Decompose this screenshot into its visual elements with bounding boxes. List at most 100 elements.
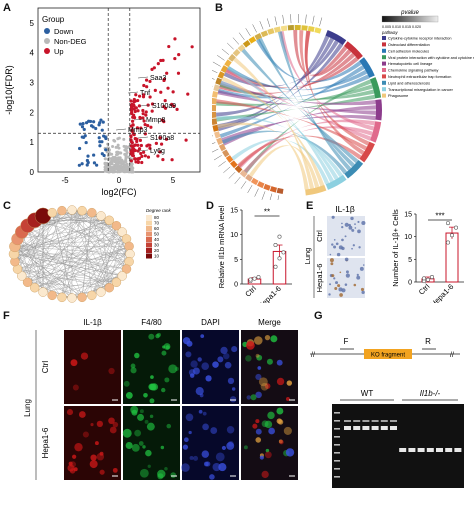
y-tick-label: 1 [30,138,35,147]
panel-d-data-point [273,264,278,269]
gene-label-mark [227,42,234,50]
point-up [129,103,133,107]
ihc-cell [331,215,335,219]
if-cell-signal [148,333,155,340]
point-non-deg [117,166,121,170]
point-non-deg [127,145,131,149]
gene-arc-segment [220,65,229,73]
network-edge [27,220,110,226]
point-non-deg [121,166,125,170]
chord-ribbon [226,66,368,91]
locus-break-left: // [311,352,315,359]
gene-arc-segment [213,84,220,92]
chord-ribbon [258,37,355,168]
gene-arc-segment [245,174,253,182]
degree-value: 70 [154,221,160,226]
pathway-arc-4 [375,99,382,121]
point-up [158,136,162,140]
chord-ribbon [216,99,368,151]
if-cell-signal [182,444,189,450]
if-cell-signal [168,364,178,374]
point-up [145,85,149,89]
gene-label-mark [212,135,213,137]
network-node [104,283,114,293]
gene-leader-line [137,136,149,139]
if-cell-signal [255,353,260,358]
pathway-legend-item: Transcriptional misregulation in cancer [388,88,454,92]
degree-rank-title: Degree rank [146,208,172,213]
panel-d-data-point [273,243,278,248]
gene-arc-segment [267,28,275,35]
point-down [85,163,89,167]
network-edge [42,215,131,255]
network-node [47,290,57,301]
gene-arc-segment [218,143,227,152]
gene-label-mark [274,16,278,26]
genotyping-gel: // // KO fragment F R WT Il1b-/- [310,337,464,488]
panel-e-data-point [426,277,431,282]
ihc-cell [348,225,353,230]
if-cell-signal [257,366,262,370]
gene-label-mark [290,14,292,24]
if-cell-signal [143,392,148,398]
point-up [133,148,137,153]
if-cell-signal [123,380,130,387]
gene-arc-segment [287,25,294,31]
ko-fragment-label: KO fragment [371,353,405,359]
network-edge [14,246,117,283]
network-node [111,277,122,287]
network-node [96,211,106,221]
network-edge [71,238,127,299]
point-non-deg [122,163,126,167]
point-up [132,100,136,104]
if-row-label: Ctrl [41,361,50,374]
point-up [131,119,135,123]
point-up [148,143,152,147]
gene-label-mark [277,195,280,200]
point-down [92,120,96,124]
panel-g: G // // KO fragment F R WT Il1b-/- [300,308,474,511]
point-up [137,104,142,108]
pathway-legend-item: Viral protein interaction with cytokine … [388,56,474,60]
gene-label: Ly6g [150,148,165,155]
ihc-cell [330,262,334,266]
gel-band [445,448,453,452]
point-up [159,90,163,94]
if-cell-signal [139,468,149,478]
degree-swatch [146,231,152,237]
if-cell-signal [202,423,209,431]
gene-label: Saa3 [150,75,166,82]
point-non-deg [110,167,114,171]
ihc-cell [331,243,334,246]
if-cell-signal [276,359,283,366]
pathway-arc-2 [359,57,375,78]
network-edge [13,220,110,255]
point-non-deg [122,160,126,164]
if-cell-signal [215,452,225,462]
if-cell-signal [145,449,152,457]
gene-label-mark [259,20,264,30]
ihc-cell [360,287,365,292]
point-non-deg [113,160,117,164]
if-cell-signal [149,398,155,404]
if-cell-signal [205,375,212,382]
if-cell-signal [131,443,140,452]
legend-swatch-non-deg [44,38,50,44]
if-cell-signal [203,461,209,467]
point-up [148,79,152,84]
panel-c: C Degree rank 80 70 60 50 40 30 20 10 [0,198,200,303]
gene-leader-line [127,91,139,94]
gel-band [371,426,379,430]
ihc-cell [338,287,343,292]
chord-ribbon [217,90,376,115]
y-tick-label: 4 [30,49,35,58]
point-non-deg [103,165,107,169]
network-edge [14,210,83,262]
gene-label-mark [234,176,241,185]
panel-f-label: F [3,310,10,322]
network-edge [17,268,110,288]
network-node [22,277,33,287]
point-down [92,153,96,157]
panel-f: F IL-1β F4/80 DAPI Merge Lung Ctrl Hepa1-6 [0,308,300,511]
point-non-deg [114,145,118,149]
